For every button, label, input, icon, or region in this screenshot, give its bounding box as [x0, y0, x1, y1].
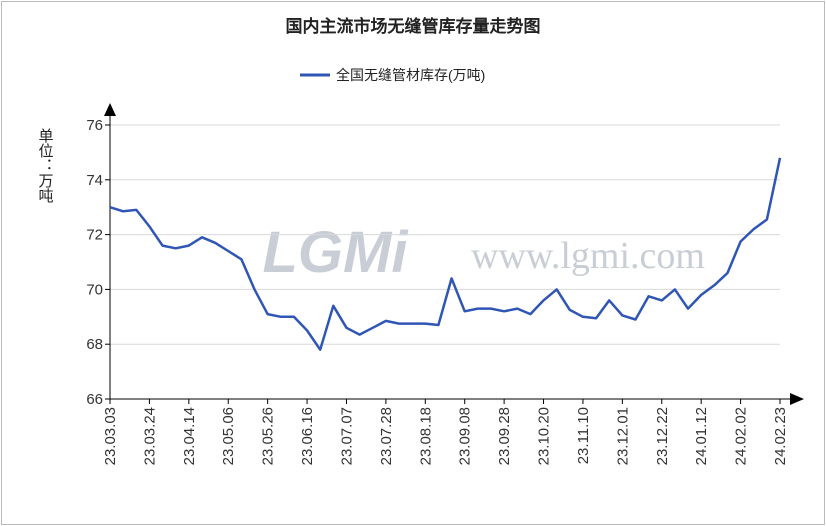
y-tick-label: 76: [86, 117, 103, 134]
x-tick-label: 23.08.18: [417, 407, 434, 465]
y-tick-label: 72: [86, 227, 103, 244]
x-tick-label: 23.09.08: [457, 407, 474, 465]
x-tick-label: 24.01.12: [693, 407, 710, 465]
y-tick-label: 66: [86, 391, 103, 408]
y-axis-arrow: [104, 103, 116, 116]
x-tick-label: 23.07.07: [338, 407, 355, 465]
series-line: [109, 157, 782, 351]
watermark: LGMi: [263, 220, 410, 285]
x-tick-label: 24.02.23: [772, 407, 789, 465]
x-tick-label: 23.12.22: [654, 407, 671, 465]
y-tick-label: 68: [86, 336, 103, 353]
x-tick-label: 23.05.26: [260, 407, 277, 465]
y-tick-label: 70: [86, 281, 103, 298]
x-tick-label: 23.07.28: [378, 407, 395, 465]
x-tick-label: 23.06.16: [299, 407, 316, 465]
legend-label: 全国无缝管材库存(万吨): [336, 67, 485, 83]
x-tick-label: 23.03.24: [141, 407, 158, 465]
x-tick-label: 23.10.20: [536, 407, 553, 465]
x-tick-label: 23.11.10: [575, 407, 592, 464]
watermark: www.lgmi.com: [471, 235, 705, 277]
x-tick-label: 23.03.03: [102, 407, 119, 465]
x-tick-label: 23.05.06: [220, 407, 237, 465]
x-tick-label: 23.09.28: [496, 407, 513, 465]
chart-title: 国内主流市场无缝管库存量走势图: [286, 16, 541, 36]
x-tick-label: 23.04.14: [181, 407, 198, 465]
x-tick-label: 23.12.01: [614, 407, 631, 465]
y-tick-label: 74: [86, 172, 103, 189]
y-axis-label: 单位：万吨: [37, 128, 54, 203]
x-tick-label: 24.02.02: [733, 407, 750, 465]
x-axis-arrow: [790, 393, 804, 405]
